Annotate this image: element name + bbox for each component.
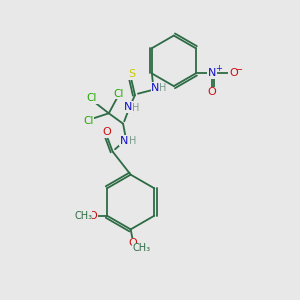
Text: +: + (215, 64, 222, 73)
Text: H: H (132, 103, 139, 112)
Text: O: O (229, 68, 238, 79)
Text: O: O (208, 87, 216, 97)
Text: O: O (89, 211, 98, 221)
Text: N: N (208, 68, 216, 79)
Text: CH₃: CH₃ (132, 243, 150, 253)
Text: H: H (129, 136, 136, 146)
Text: −: − (235, 65, 243, 75)
Text: S: S (128, 69, 135, 80)
Text: N: N (124, 102, 133, 112)
Text: O: O (102, 127, 111, 137)
Text: Cl: Cl (87, 93, 97, 103)
Text: CH₃: CH₃ (74, 211, 92, 221)
Text: Cl: Cl (83, 116, 94, 126)
Text: N: N (151, 83, 160, 93)
Text: O: O (129, 238, 137, 248)
Text: H: H (159, 83, 166, 93)
Text: Cl: Cl (113, 89, 124, 99)
Text: N: N (119, 136, 128, 146)
